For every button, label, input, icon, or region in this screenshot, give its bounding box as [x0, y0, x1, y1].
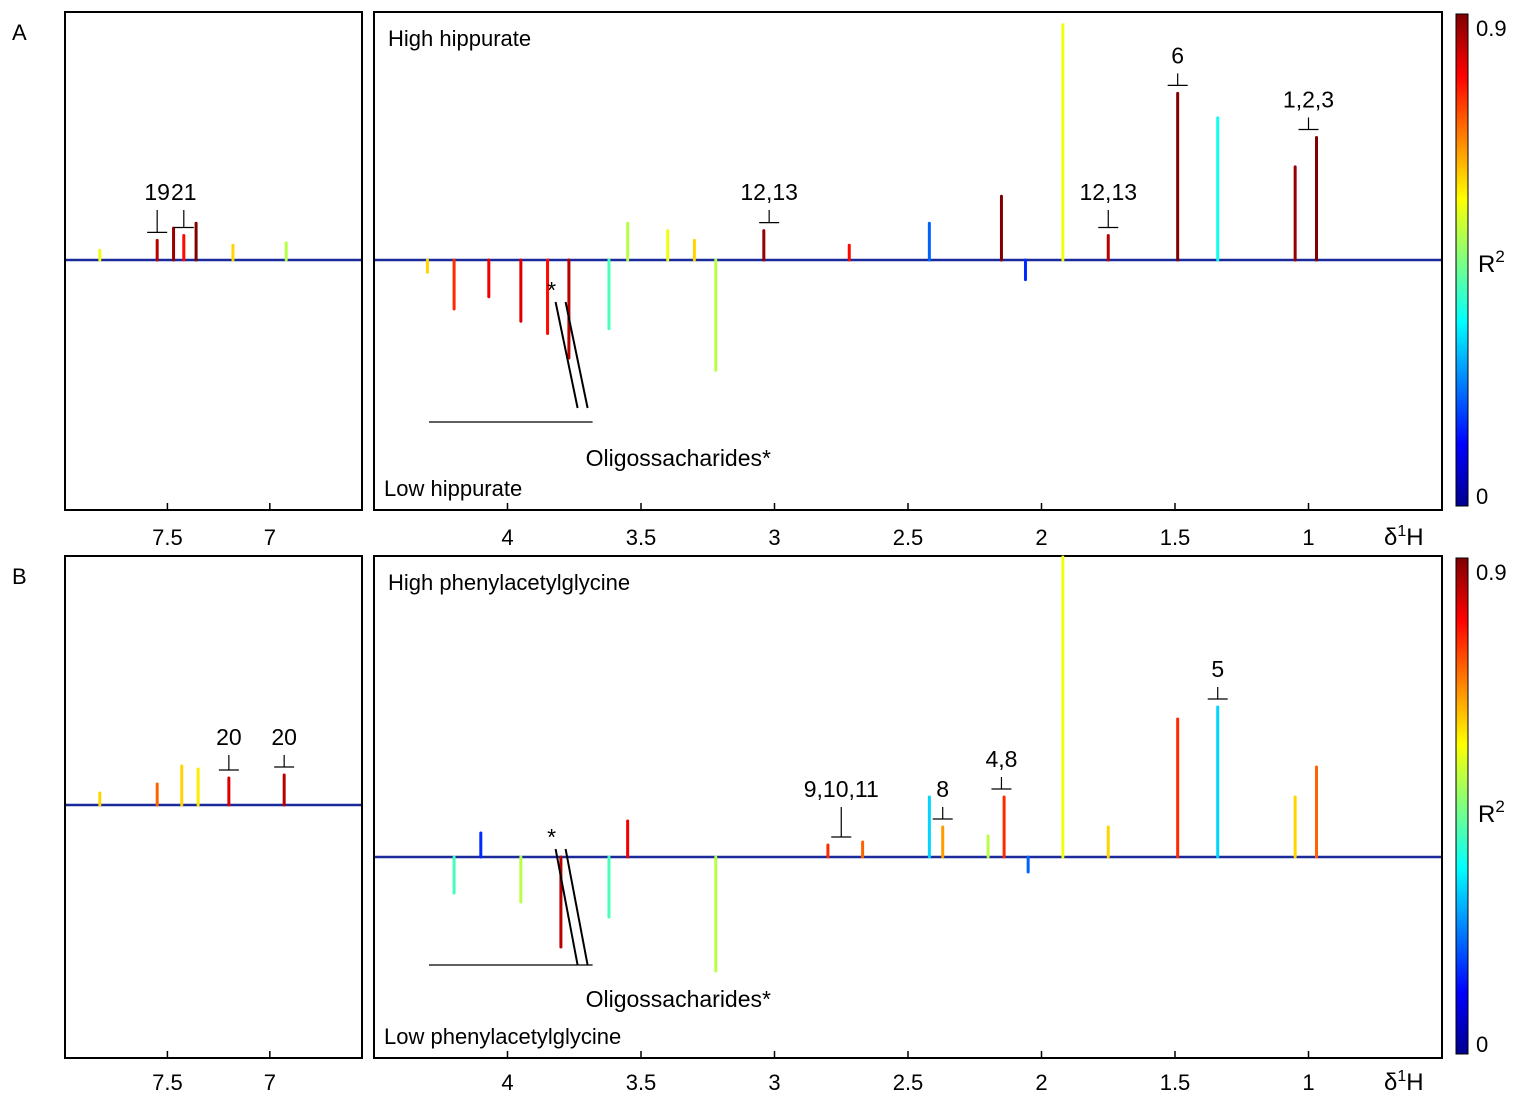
x-tick-label: 7: [264, 1070, 276, 1095]
x-tick-label: 7.5: [152, 1070, 183, 1095]
annotation-label: 12,13: [740, 179, 798, 205]
x-tick-label: 3.5: [626, 525, 657, 550]
annotation-label: 20: [216, 724, 242, 750]
x-tick-label: 1.5: [1160, 525, 1191, 550]
break-mark: [554, 848, 579, 966]
high-group-label: High phenylacetylglycine: [388, 570, 630, 595]
x-axis-unit: δ1H: [1384, 523, 1424, 551]
x-tick-label: 2.5: [893, 525, 924, 550]
annotation-label: 20: [271, 724, 297, 750]
colorbar-title: R2: [1478, 797, 1505, 828]
colorbar-max-label: 0.9: [1476, 16, 1507, 41]
panel-letter: B: [12, 564, 27, 589]
x-tick-label: 3: [768, 525, 780, 550]
x-tick-label: 3.5: [626, 1070, 657, 1095]
annotation-label: *: [547, 277, 556, 303]
colorbar-title-base: R: [1478, 801, 1495, 828]
panel-B: B High phenylacetylglycine Low phenylacety…: [12, 555, 1507, 1096]
delta-symbol: δ: [1384, 1069, 1397, 1096]
break-mark: [564, 301, 589, 409]
unit-superscript: 1: [1397, 1068, 1406, 1085]
colorbar-title-sup: 2: [1495, 797, 1504, 816]
unit-H: H: [1406, 1069, 1423, 1096]
colorbar-title-base: R: [1478, 251, 1495, 278]
annotation-label: 4,8: [985, 746, 1017, 772]
x-tick-label: 7.5: [152, 525, 183, 550]
high-group-label: High hippurate: [388, 26, 531, 51]
x-tick-label: 2: [1035, 525, 1047, 550]
x-tick-label: 2.5: [893, 1070, 924, 1095]
x-tick-label: 1.5: [1160, 1070, 1191, 1095]
colorbar: [1455, 13, 1469, 507]
panel-letter: A: [12, 20, 27, 45]
annotation-label: 8: [936, 776, 949, 802]
x-tick-label: 1: [1302, 525, 1314, 550]
x-axis-unit: δ1H: [1384, 1068, 1424, 1096]
colorbar: [1455, 557, 1469, 1055]
annotation-label: *: [547, 824, 556, 850]
x-tick-label: 4: [501, 525, 513, 550]
colorbar-min-label: 0: [1476, 1032, 1488, 1057]
delta-symbol: δ: [1384, 524, 1397, 551]
annotation-label: 6: [1171, 42, 1184, 68]
annotation-label: 1,2,3: [1283, 87, 1334, 113]
annotation-label: 19: [144, 179, 170, 205]
x-tick-label: 2: [1035, 1070, 1047, 1095]
colorbar-title-sup: 2: [1495, 247, 1504, 266]
annotation-label: 9,10,11: [804, 776, 879, 802]
annotation-label: 5: [1211, 656, 1224, 682]
aromatic-frame: [64, 11, 363, 511]
aliphatic-frame: [373, 555, 1443, 1059]
colorbar-title: R2: [1478, 247, 1505, 278]
x-tick-label: 3: [768, 1070, 780, 1095]
low-group-label: Low phenylacetylglycine: [384, 1024, 621, 1049]
aromatic-frame: [64, 555, 363, 1059]
colorbar-min-label: 0: [1476, 484, 1488, 509]
annotation-label: 12,13: [1079, 179, 1137, 205]
x-tick-label: 7: [264, 525, 276, 550]
annotation-label: Oligossacharides*: [586, 445, 771, 471]
annotation-label: 21: [171, 179, 197, 205]
unit-superscript: 1: [1397, 523, 1406, 540]
annotation-label: Oligossacharides*: [586, 986, 771, 1012]
break-mark: [554, 301, 579, 409]
x-tick-label: 1: [1302, 1070, 1314, 1095]
low-group-label: Low hippurate: [384, 476, 522, 501]
break-mark: [564, 848, 589, 966]
colorbar-max-label: 0.9: [1476, 560, 1507, 585]
x-tick-label: 4: [501, 1070, 513, 1095]
unit-H: H: [1406, 524, 1423, 551]
